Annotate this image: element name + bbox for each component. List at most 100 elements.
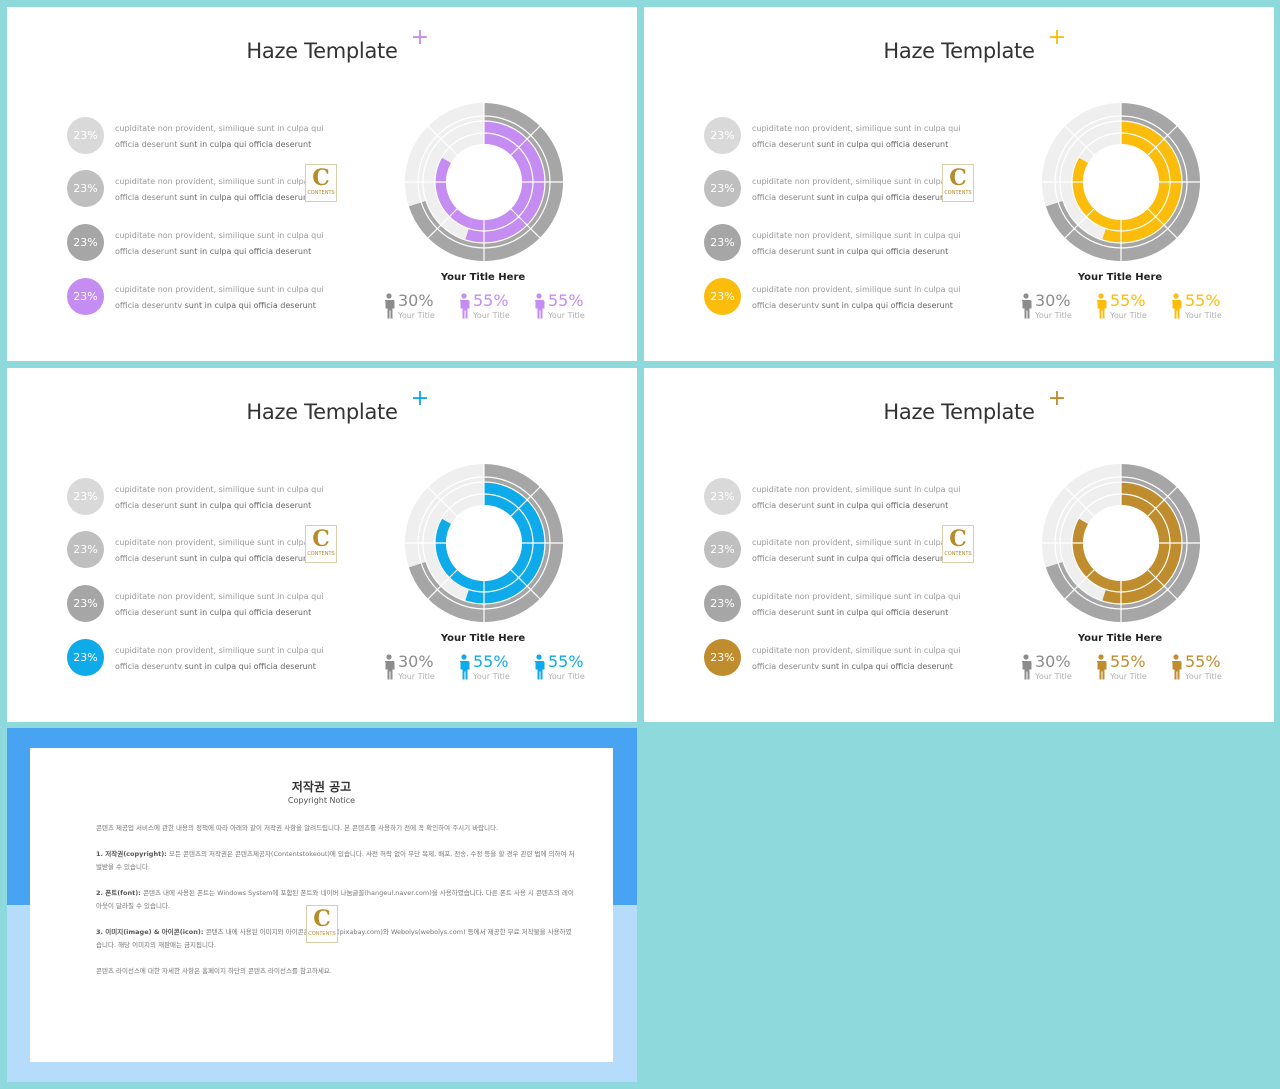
stat-block: 55% Your Title xyxy=(533,652,603,684)
inner-ring-slice xyxy=(435,518,473,590)
stat-caption: Your Title xyxy=(473,311,510,320)
notice-paragraph: 1. 저작권(copyright): 모든 콘텐츠의 저작권은 콘텐츠제공자(C… xyxy=(96,848,576,874)
notice-paragraph: 2. 폰트(font): 콘텐츠 내에 사용된 폰트는 Windows Syst… xyxy=(96,887,576,913)
stat-percent: 55% xyxy=(1110,291,1146,310)
item-text: officia deserunt sunt in culpa qui offic… xyxy=(115,193,325,202)
person-icon xyxy=(458,293,470,319)
notice-text: 콘텐츠 내에 사용된 폰트는 Windows System에 포함된 폰트와 네… xyxy=(96,889,574,910)
logo-letter: C xyxy=(312,526,330,552)
percent-bubble: 23% xyxy=(67,585,104,622)
list-item: 23% cupiditate non provident, similique s… xyxy=(67,585,327,625)
stat-caption: Your Title xyxy=(548,311,585,320)
ring-spoke xyxy=(510,486,541,517)
stat-block: 55% Your Title xyxy=(1095,291,1165,323)
slide-title: Haze Template xyxy=(883,400,1035,424)
person-icon xyxy=(533,654,545,680)
ring-spoke xyxy=(1147,125,1178,156)
stat-block: 55% Your Title xyxy=(1170,291,1240,323)
inner-ring-slice xyxy=(435,157,473,229)
logo-letter: C xyxy=(949,526,967,552)
item-text-part: officia deserunt xyxy=(752,608,817,617)
donut-hole xyxy=(446,505,522,581)
item-text-bold: sunt in culpa qui officia deserunt xyxy=(179,501,312,510)
stat-percent: 30% xyxy=(1035,652,1071,671)
list-item: 23% cupiditate non provident, similique s… xyxy=(704,478,964,518)
item-text: officia deserunt sunt in culpa qui offic… xyxy=(115,554,325,563)
item-text-bold: sunt in culpa qui officia deserunt xyxy=(816,140,949,149)
list-item: 23% cupiditate non provident, similique s… xyxy=(704,639,964,679)
item-text-part: officia deseruntv xyxy=(752,662,822,671)
item-text-part: officia deserunt xyxy=(752,554,817,563)
chart-title: Your Title Here xyxy=(1077,633,1163,644)
notice-body: 콘텐츠 제공업 서비스에 관한 내용의 정책에 따라 아래와 같이 저작권 사항… xyxy=(96,822,576,991)
copyright-notice-slide: 저작권 공고 Copyright Notice 콘텐츠 제공업 서비스에 관한 … xyxy=(7,728,637,1082)
donut-hole xyxy=(1083,505,1159,581)
item-text: officia deseruntv sunt in culpa qui offi… xyxy=(752,301,962,310)
notice-heading: 1. 저작권(copyright): xyxy=(96,850,170,858)
stat-block: 55% Your Title xyxy=(1095,652,1165,684)
item-text: cupiditate non provident, similique sunt… xyxy=(752,485,961,494)
item-text: cupiditate non provident, similique sunt… xyxy=(115,231,324,240)
stat-caption: Your Title xyxy=(1110,311,1147,320)
stat-block: 30% Your Title xyxy=(1020,652,1090,684)
percent-bubble: 23% xyxy=(704,224,741,261)
slide-title: Haze Template xyxy=(883,39,1035,63)
item-text: cupiditate non provident, similique sunt… xyxy=(115,485,324,494)
stat-block: 30% Your Title xyxy=(1020,291,1090,323)
list-item: 23% cupiditate non provident, similique s… xyxy=(67,478,327,518)
ring-spoke xyxy=(427,486,458,517)
ring-spoke xyxy=(510,208,541,239)
stat-percent: 55% xyxy=(1185,652,1221,671)
item-text: officia deserunt sunt in culpa qui offic… xyxy=(752,140,962,149)
middle-ring-slice xyxy=(465,482,545,604)
donut-chart xyxy=(1042,103,1200,261)
chart-title: Your Title Here xyxy=(1077,272,1163,283)
item-text: cupiditate non provident, similique sunt… xyxy=(115,592,324,601)
ring-spoke xyxy=(1147,486,1178,517)
ring-spoke xyxy=(1147,569,1178,600)
list-item: 23% cupiditate non provident, similique s… xyxy=(704,531,964,571)
contents-logo: C CONTENTS xyxy=(305,525,337,563)
chart-slide: + Haze Template 23% cupiditate non providen… xyxy=(644,368,1274,722)
stat-block: 55% Your Title xyxy=(533,291,603,323)
notice-heading: 3. 이미지(image) & 아이콘(icon): xyxy=(96,928,206,936)
logo-letter: C xyxy=(312,165,330,191)
donut-chart xyxy=(405,464,563,622)
percent-bubble: 23% xyxy=(704,170,741,207)
stat-caption: Your Title xyxy=(1035,311,1072,320)
stat-block: 30% Your Title xyxy=(383,291,453,323)
list-item: 23% cupiditate non provident, similique s… xyxy=(704,224,964,264)
stat-block: 55% Your Title xyxy=(458,652,528,684)
item-text-bold: sunt in culpa qui officia deserunt xyxy=(816,193,949,202)
stat-caption: Your Title xyxy=(1110,672,1147,681)
slide-title: Haze Template xyxy=(246,400,398,424)
item-text: officia deseruntv sunt in culpa qui offi… xyxy=(115,662,325,671)
logo-letter: C xyxy=(949,165,967,191)
plus-icon: + xyxy=(410,25,430,50)
chart-slide: + Haze Template 23% cupiditate non providen… xyxy=(7,7,637,361)
middle-ring-slice xyxy=(1102,121,1182,244)
list-item: 23% cupiditate non provident, similique s… xyxy=(67,531,327,571)
item-text: officia deserunt sunt in culpa qui offic… xyxy=(752,193,962,202)
ring-spoke xyxy=(1064,486,1095,517)
ring-spoke xyxy=(427,569,458,600)
list-item: 23% cupiditate non provident, similique s… xyxy=(67,170,327,210)
item-text-bold: sunt in culpa qui officia deserunt xyxy=(184,662,316,671)
ring-spoke xyxy=(1147,208,1178,239)
percent-bubble: 23% xyxy=(704,478,741,515)
list-item: 23% cupiditate non provident, similique s… xyxy=(704,278,964,318)
contents-logo: C CONTENTS xyxy=(306,905,338,943)
contents-logo: C CONTENTS xyxy=(942,164,974,202)
percent-bubble: 23% xyxy=(704,531,741,568)
percent-bubble: 23% xyxy=(704,278,741,315)
stat-percent: 30% xyxy=(1035,291,1071,310)
stat-block: 55% Your Title xyxy=(1170,652,1240,684)
stat-caption: Your Title xyxy=(398,311,435,320)
percent-bubble: 23% xyxy=(67,478,104,515)
item-text-bold: sunt in culpa qui officia deserunt xyxy=(821,301,953,310)
logo-text: CONTENTS xyxy=(944,551,972,557)
person-icon xyxy=(1170,654,1182,680)
person-icon xyxy=(458,654,470,680)
chart-slide: + Haze Template 23% cupiditate non providen… xyxy=(7,368,637,722)
logo-text: CONTENTS xyxy=(307,551,335,557)
